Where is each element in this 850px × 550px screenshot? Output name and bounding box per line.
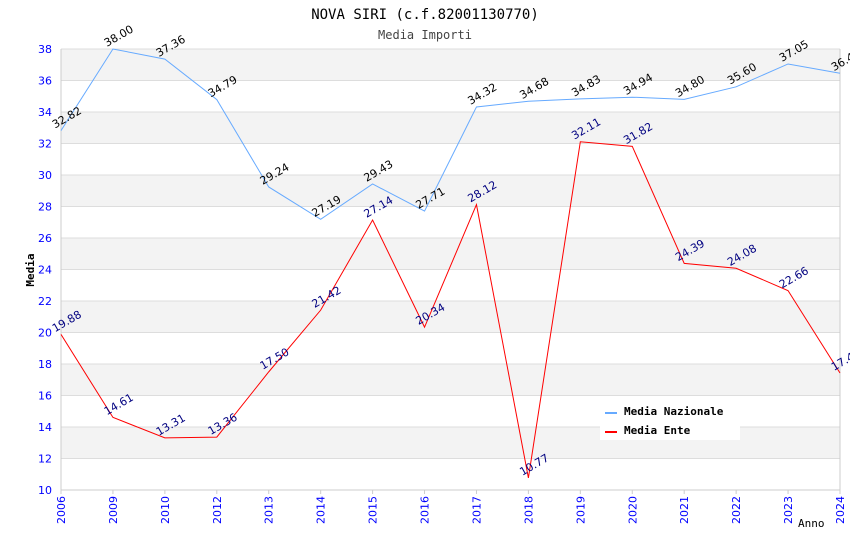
grid-band [61, 80, 840, 112]
chart-title: NOVA SIRI (c.f.82001130770) [311, 7, 539, 23]
x-axis-label: Anno [798, 517, 825, 530]
y-tick-label: 36 [38, 75, 52, 88]
legend-label-ente: Media Ente [624, 424, 691, 437]
grid-band [61, 458, 840, 490]
y-axis-label: Media [24, 253, 37, 286]
grid-band [61, 364, 840, 396]
y-tick-label: 12 [38, 453, 52, 466]
series-line-ente [60, 141, 841, 478]
x-tick-label: 2021 [678, 496, 691, 524]
y-tick-label: 32 [38, 138, 52, 151]
x-tick-label: 2010 [159, 496, 172, 524]
chart-subtitle: Media Importi [378, 28, 472, 42]
grid-band [61, 112, 840, 144]
x-tick-label: 2024 [834, 496, 847, 524]
legend-label-nazionale: Media Nazionale [624, 405, 724, 418]
y-tick-label: 38 [38, 43, 52, 56]
x-tick-label: 2009 [107, 496, 120, 524]
x-tick-label: 2022 [730, 496, 743, 524]
x-tick-label: 2020 [626, 496, 639, 524]
series-line-nazionale [60, 48, 841, 220]
x-tick-label: 2006 [55, 496, 68, 524]
grid-band [61, 332, 840, 364]
grid-band [61, 238, 840, 270]
x-tick-label: 2015 [367, 496, 380, 524]
x-tick-label: 2012 [211, 496, 224, 524]
grid-band [61, 269, 840, 301]
x-tick-label: 2014 [315, 496, 328, 524]
y-tick-label: 26 [38, 232, 52, 245]
x-tick-label: 2018 [522, 496, 535, 524]
x-tick-label: 2019 [574, 496, 587, 524]
grid-band [61, 301, 840, 333]
y-tick-label: 20 [38, 327, 52, 340]
y-tick-label: 10 [38, 484, 52, 497]
grid-band [61, 175, 840, 207]
grid-band [61, 206, 840, 238]
y-tick-label: 24 [38, 264, 52, 277]
data-label: 38.00 [102, 23, 136, 50]
x-tick-label: 2023 [782, 496, 795, 524]
x-tick-label: 2017 [470, 496, 483, 524]
legend: Media Nazionale Media Ente [600, 400, 740, 440]
y-tick-label: 34 [38, 106, 52, 119]
grid-band [61, 49, 840, 81]
y-tick-label: 16 [38, 390, 52, 403]
y-tick-label: 22 [38, 295, 52, 308]
x-tick-label: 2013 [263, 496, 276, 524]
x-tick-label: 2016 [419, 496, 432, 524]
y-tick-label: 14 [38, 421, 52, 434]
y-tick-label: 28 [38, 201, 52, 214]
y-tick-label: 18 [38, 358, 52, 371]
y-tick-label: 30 [38, 169, 52, 182]
